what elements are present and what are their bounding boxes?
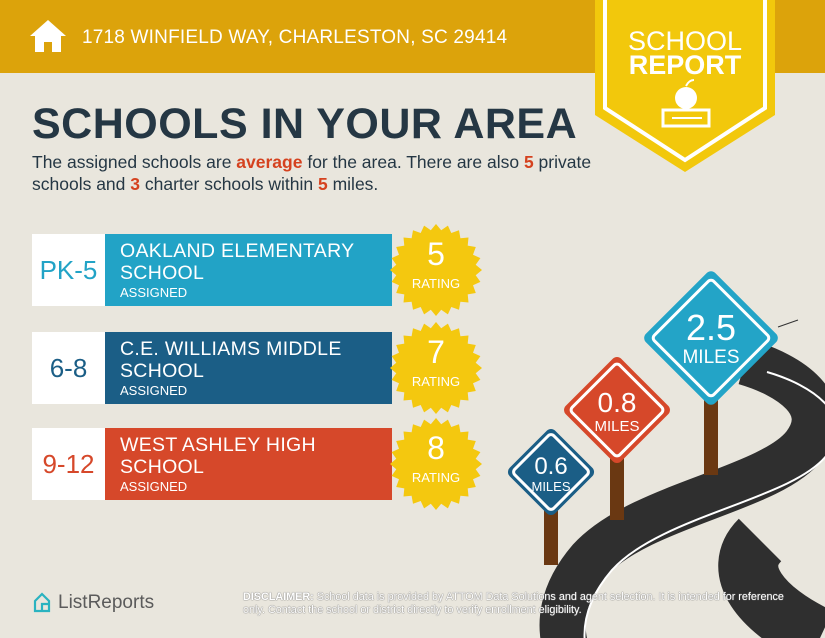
school-name: WEST ASHLEY HIGH SCHOOL (120, 434, 316, 478)
summary-text: The assigned schools are average for the… (32, 152, 592, 194)
home-icon (30, 20, 66, 52)
sign-unit: MILES (594, 418, 639, 435)
grade-range: 9-12 (32, 428, 105, 500)
school-row: 6-8 C.E. WILLIAMS MIDDLE SCHOOL ASSIGNED… (32, 322, 482, 414)
rating-value: 5 (427, 236, 445, 272)
property-address: 1718 WINFIELD WAY, CHARLESTON, SC 29414 (82, 27, 508, 48)
school-name: C.E. WILLIAMS MIDDLE SCHOOL (120, 338, 342, 382)
grade-range: 6-8 (32, 332, 105, 404)
page-title: SCHOOLS IN YOUR AREA (32, 100, 578, 148)
school-bar: C.E. WILLIAMS MIDDLE SCHOOL ASSIGNED (105, 332, 392, 404)
sign-value: 0.6 (534, 453, 567, 480)
rating-label: RATING (411, 276, 461, 291)
school-name: OAKLAND ELEMENTARY SCHOOL (120, 240, 355, 284)
school-bar: OAKLAND ELEMENTARY SCHOOL ASSIGNED (105, 234, 392, 306)
sign-value: 0.8 (598, 387, 637, 418)
rating-starburst: 7 RATING (390, 322, 482, 414)
rating-label: RATING (411, 374, 461, 389)
distance-sign: 0.8 MILES (564, 357, 670, 520)
distance-sign: 0.6 MILES (507, 428, 595, 565)
school-row: PK-5 OAKLAND ELEMENTARY SCHOOL ASSIGNED … (32, 224, 482, 316)
school-report-badge (595, 0, 775, 172)
school-bar: WEST ASHLEY HIGH SCHOOL ASSIGNED (105, 428, 392, 500)
rating-value: 7 (427, 334, 445, 370)
listreports-logo: ListReports (32, 592, 154, 614)
rating-starburst: 8 RATING (390, 418, 482, 510)
distance-sign: 2.5 MILES (644, 271, 778, 475)
school-status: ASSIGNED (120, 383, 188, 398)
sign-value: 2.5 (686, 307, 736, 348)
sign-unit: MILES (531, 479, 570, 494)
disclaimer: DISCLAIMER: School data is provided by A… (243, 591, 784, 616)
rating-label: RATING (411, 470, 461, 485)
starburst-icon (390, 418, 482, 510)
school-row: 9-12 WEST ASHLEY HIGH SCHOOL ASSIGNED 8 … (32, 418, 482, 510)
rating-starburst: 5 RATING (390, 224, 482, 316)
badge-line2: REPORT (628, 50, 742, 80)
grade-range: PK-5 (32, 234, 105, 306)
road (539, 319, 825, 638)
badge-line1: SCHOOL (627, 26, 743, 56)
starburst-icon (390, 224, 482, 316)
rating-value: 8 (427, 430, 445, 466)
starburst-icon (390, 322, 482, 414)
school-status: ASSIGNED (120, 479, 188, 494)
sign-unit: MILES (682, 347, 739, 368)
apple-book-icon (661, 79, 711, 128)
school-status: ASSIGNED (120, 285, 188, 300)
listreports-logo-icon (33, 592, 51, 613)
